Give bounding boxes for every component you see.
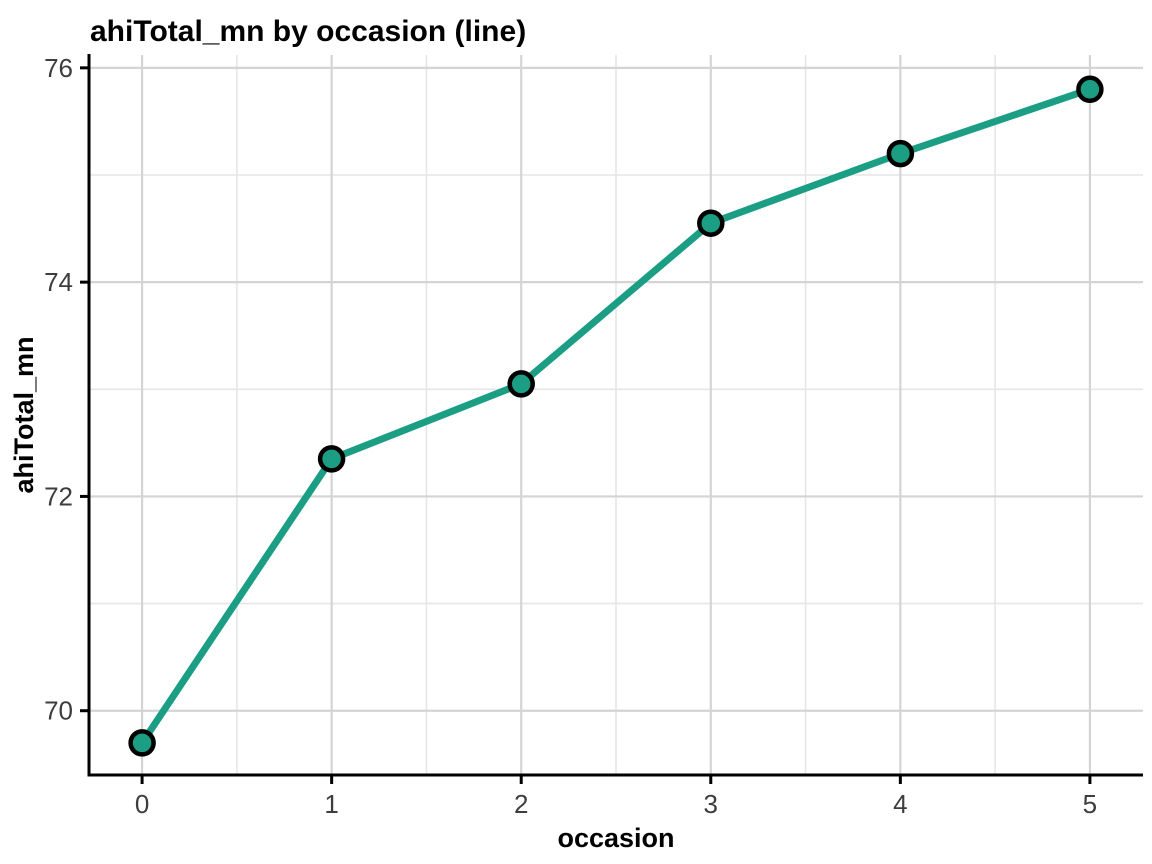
data-point [507,370,535,398]
y-tick-label: 72 [44,481,73,511]
x-tick-label: 0 [135,789,149,819]
y-tick-label: 70 [44,696,73,726]
data-point [128,729,156,757]
minor-gridlines [89,55,1143,775]
data-point [317,445,346,473]
chart-title: ahiTotal_mn by occasion (line) [90,15,526,48]
x-axis-title: occasion [557,823,674,853]
data-point [1076,75,1104,104]
x-tick-label: 3 [704,789,718,819]
axes [80,54,1143,784]
data-point [886,139,915,168]
x-tick-label: 2 [514,789,528,819]
x-tick-label: 4 [893,789,907,819]
y-axis-title: ahiTotal_mn [9,336,39,493]
data-point [697,209,725,237]
major-gridlines [89,55,1143,775]
chart-text: ahiTotal_mn by occasion (line) occasion … [9,15,675,853]
x-tick-label: 5 [1083,789,1097,819]
tick-labels: 70 72 74 76 0 1 2 3 4 5 [44,53,1097,819]
y-tick-label: 74 [44,267,73,297]
y-tick-label: 76 [44,53,73,83]
series-line [138,85,1094,747]
data-series [128,75,1104,757]
x-tick-label: 1 [324,789,338,819]
